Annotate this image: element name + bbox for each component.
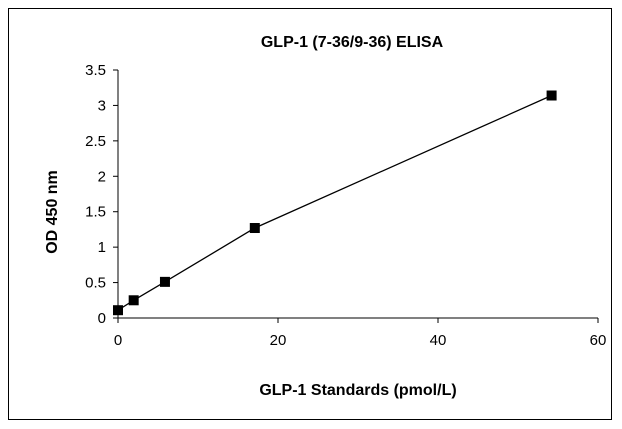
x-tick-label: 60	[590, 332, 607, 349]
data-point-marker	[159, 276, 170, 287]
data-point-marker	[546, 90, 557, 101]
y-tick-label: 2	[98, 168, 106, 185]
x-tick-label: 20	[270, 332, 287, 349]
plot-area	[113, 90, 557, 316]
data-point-marker	[128, 295, 139, 306]
x-tick-label: 0	[114, 332, 122, 349]
axes	[113, 69, 599, 323]
data-point-marker	[249, 223, 260, 234]
chart-frame	[8, 8, 612, 420]
chart-title: GLP-1 (7-36/9-36) ELISA	[261, 34, 444, 51]
y-axis-label: OD 450 nm	[44, 170, 61, 254]
y-tick-label: 3.5	[85, 62, 106, 79]
y-tick-label: 0.5	[85, 275, 106, 292]
x-tick-label: 40	[430, 332, 447, 349]
tick-labels: 0 0.5 1 1.5 2 2.5 3 3.5 0 20 40 60	[85, 62, 606, 349]
y-tick-label: 1	[98, 239, 106, 256]
y-tick-label: 2.5	[85, 133, 106, 150]
y-tick-label: 0	[98, 310, 106, 327]
x-axis-label: GLP-1 Standards (pmol/L)	[259, 382, 456, 399]
y-tick-label: 1.5	[85, 204, 106, 221]
y-tick-label: 3	[98, 97, 106, 114]
data-point-marker	[113, 305, 123, 316]
series-line	[117, 94, 552, 311]
